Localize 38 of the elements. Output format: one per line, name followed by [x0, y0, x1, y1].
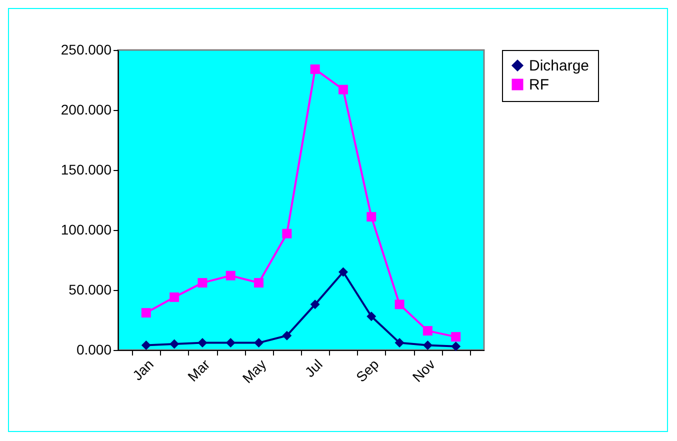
point — [451, 342, 461, 352]
point — [338, 267, 348, 277]
point — [366, 312, 376, 322]
y-tick-label: 250.000 — [60, 42, 112, 58]
legend-label: Dicharge — [529, 58, 590, 74]
point — [198, 338, 208, 348]
y-tick-label: 50.000 — [68, 282, 112, 298]
point — [170, 339, 180, 349]
x-tick-label: May — [239, 356, 270, 386]
point — [282, 330, 292, 340]
y-tick-label: 150.000 — [60, 162, 112, 178]
point — [141, 308, 151, 318]
x-tick-label: Jan — [129, 356, 157, 384]
y-tick-label: 200.000 — [60, 102, 112, 118]
x-tick-label: Sep — [352, 356, 382, 386]
point — [422, 326, 432, 336]
point — [254, 338, 264, 348]
y-tick-label: 100.000 — [60, 222, 112, 238]
legend-label: RF — [529, 76, 549, 94]
point — [394, 338, 404, 348]
point — [254, 278, 264, 288]
point — [366, 212, 376, 222]
point — [198, 278, 208, 288]
point — [394, 300, 404, 310]
point — [226, 338, 236, 348]
point — [141, 340, 151, 350]
point — [310, 64, 320, 74]
point — [282, 228, 292, 238]
point — [451, 332, 461, 342]
y-tick-label: 0.000 — [76, 342, 112, 358]
point — [170, 292, 180, 302]
x-tick-label: Nov — [409, 356, 438, 386]
x-tick-label: Mar — [184, 356, 214, 384]
point — [338, 84, 348, 94]
point — [422, 340, 432, 350]
x-tick-label: Jul — [302, 356, 326, 380]
point — [226, 270, 236, 280]
point — [310, 300, 320, 310]
